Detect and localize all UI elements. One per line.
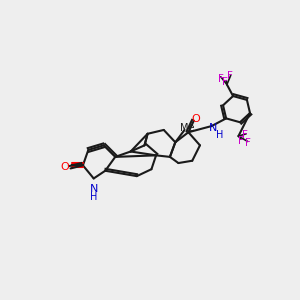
Text: N: N	[209, 123, 217, 133]
Text: H: H	[90, 192, 98, 202]
Text: N: N	[89, 184, 98, 194]
Text: F: F	[218, 74, 224, 84]
Text: Me: Me	[180, 123, 194, 133]
Text: H: H	[215, 130, 223, 140]
Text: F: F	[238, 136, 244, 146]
Text: O: O	[60, 162, 69, 172]
Text: O: O	[191, 114, 200, 124]
Text: F: F	[245, 138, 250, 148]
Text: F: F	[242, 130, 247, 140]
Text: F: F	[222, 77, 228, 87]
Text: F: F	[227, 71, 233, 81]
